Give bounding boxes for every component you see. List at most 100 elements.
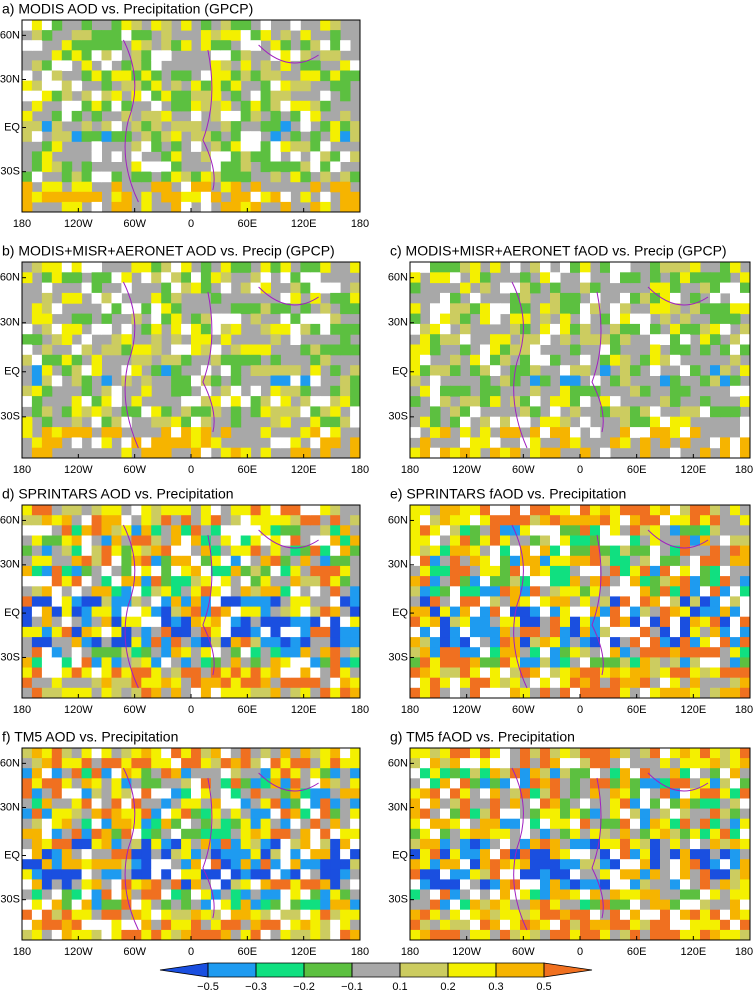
- map-cell: [51, 545, 63, 557]
- map-cell: [240, 798, 252, 810]
- map-cell: [111, 687, 122, 699]
- map-cell: [580, 545, 591, 557]
- map-cell: [700, 748, 711, 759]
- map-cell: [320, 606, 331, 618]
- map-cell: [141, 889, 152, 901]
- map-cell: [440, 919, 451, 931]
- map-cell: [630, 667, 641, 679]
- map-cell: [580, 919, 591, 931]
- map-cell: [300, 191, 311, 203]
- map-cell: [710, 929, 721, 941]
- map-cell: [440, 869, 451, 880]
- map-cell: [240, 201, 252, 213]
- map-cell: [420, 596, 431, 608]
- map-cell: [700, 586, 711, 597]
- map-cell: [200, 515, 212, 526]
- map-cell: [220, 828, 232, 840]
- map-cell: [191, 586, 202, 597]
- map-cell: [181, 191, 192, 203]
- map-cell: [51, 427, 63, 438]
- map-cell: [600, 535, 611, 547]
- map-cell: [111, 748, 122, 759]
- map-cell: [320, 828, 331, 840]
- map-cell: [91, 282, 102, 294]
- map-cell: [500, 889, 511, 901]
- map-cell: [680, 838, 691, 850]
- map-cell: [630, 313, 641, 325]
- map-cell: [131, 687, 142, 699]
- map-cell: [490, 565, 501, 577]
- map-cell: [630, 899, 641, 911]
- map-cell: [111, 596, 122, 608]
- map-cell: [270, 535, 281, 547]
- map-cell: [171, 929, 182, 941]
- map-cell: [171, 586, 182, 597]
- map-cell: [41, 929, 53, 941]
- map-cell: [210, 859, 222, 870]
- lon-label: 120W: [64, 218, 93, 230]
- map-cell: [210, 637, 222, 648]
- map-cell: [470, 889, 481, 901]
- map-cell: [121, 778, 132, 789]
- map-cell: [560, 313, 571, 325]
- map-cell: [320, 899, 331, 911]
- map-cell: [730, 437, 741, 449]
- map-cell: [680, 272, 691, 284]
- map-cell: [520, 525, 531, 536]
- map-cell: [600, 365, 611, 376]
- map-cell: [590, 292, 601, 304]
- map-cell: [131, 406, 142, 418]
- map-cell: [220, 677, 232, 689]
- map-cell: [101, 596, 112, 608]
- map-cell: [670, 416, 681, 428]
- map-cell: [650, 427, 661, 438]
- map-cell: [630, 768, 641, 779]
- map-cell: [200, 667, 212, 679]
- map-cell: [410, 447, 421, 459]
- map-cell: [131, 365, 142, 376]
- map-cell: [151, 100, 162, 112]
- map-cell: [520, 788, 531, 799]
- map-cell: [22, 748, 33, 759]
- map-cell: [181, 375, 192, 387]
- map-cell: [111, 525, 122, 536]
- map-cell: [350, 406, 361, 418]
- map-cell: [220, 121, 232, 132]
- map-cell: [101, 50, 112, 61]
- map-cell: [91, 515, 102, 526]
- map-cell: [460, 899, 471, 911]
- map-cell: [270, 505, 281, 516]
- map-cell: [440, 687, 451, 699]
- map-cell: [660, 565, 671, 577]
- map-cell: [450, 505, 461, 516]
- map-cell: [730, 869, 741, 880]
- map-cell: [181, 121, 192, 132]
- map-cell: [240, 191, 252, 203]
- lon-label: 180: [13, 218, 31, 230]
- map-cell: [670, 323, 681, 335]
- map-cell: [470, 828, 481, 840]
- map-cell: [420, 748, 431, 759]
- map-cell: [460, 909, 471, 921]
- map-cell: [320, 171, 331, 183]
- map-cell: [730, 748, 741, 759]
- map-cell: [181, 323, 192, 335]
- map-cell: [630, 788, 641, 799]
- map-cell: [660, 292, 671, 304]
- map-cell: [730, 334, 741, 345]
- map-cell: [740, 586, 751, 597]
- map-cell: [181, 555, 192, 567]
- lon-label: 0: [577, 704, 583, 716]
- map-cell: [161, 869, 172, 880]
- map-cell: [550, 818, 561, 830]
- lat-label: 60N: [0, 29, 20, 41]
- map-cell: [600, 637, 611, 648]
- map-cell: [71, 838, 83, 850]
- map-cell: [560, 505, 571, 516]
- map-cell: [260, 525, 271, 536]
- map-cell: [181, 282, 192, 294]
- map-cell: [250, 313, 261, 325]
- map-cell: [151, 20, 162, 31]
- map-cell: [41, 768, 53, 779]
- map-cell: [230, 110, 242, 122]
